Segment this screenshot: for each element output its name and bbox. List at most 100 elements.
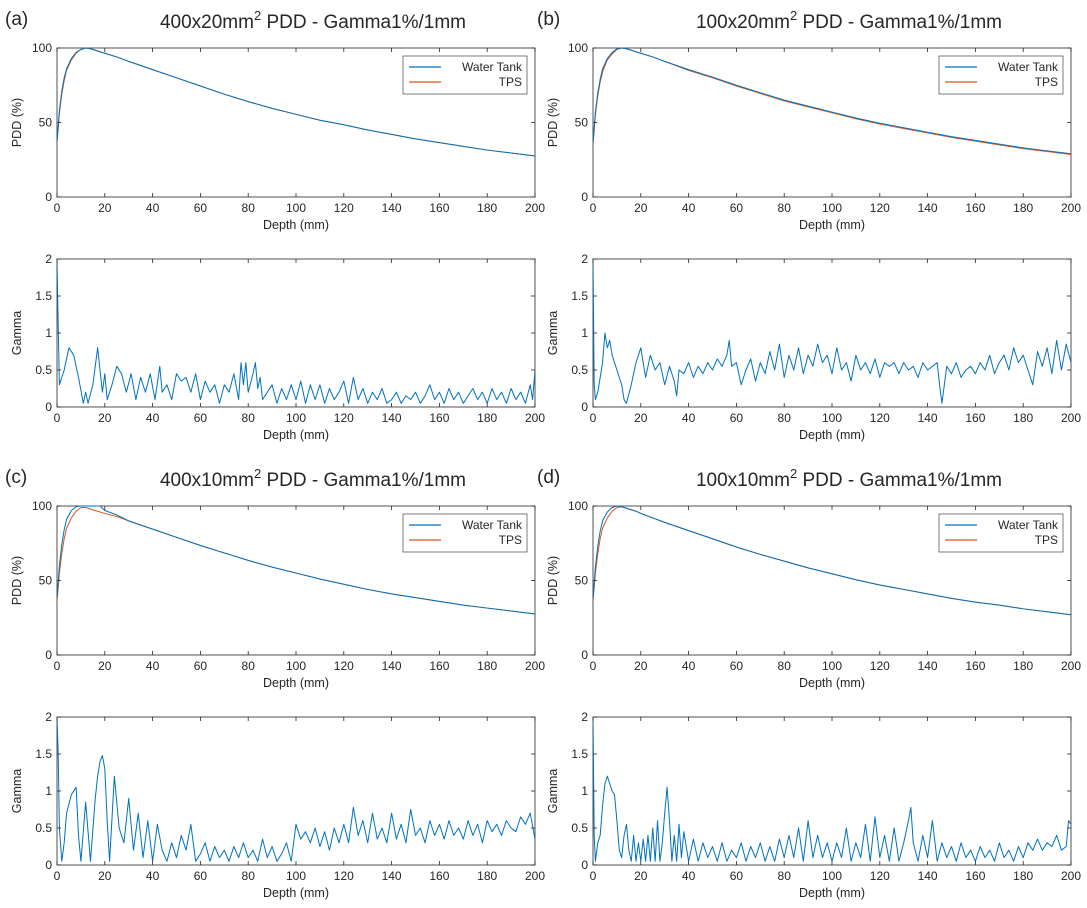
x-tick-label: 160 (965, 201, 985, 215)
y-axis-label: Gamma (10, 769, 24, 814)
x-tick-label: 80 (778, 201, 792, 215)
x-tick-label: 140 (918, 411, 938, 425)
y-tick-label: 50 (575, 116, 589, 130)
x-tick-label: 100 (822, 869, 842, 883)
x-tick-label: 140 (382, 201, 402, 215)
x-tick-label: 60 (194, 201, 208, 215)
x-tick-label: 20 (634, 659, 648, 673)
x-tick-label: 40 (682, 411, 696, 425)
title-superscript: 2 (254, 466, 261, 481)
plot-area (592, 716, 1072, 866)
water-tank-line (57, 48, 535, 157)
legend-entry: TPS (1035, 75, 1058, 89)
y-tick-label: 1 (581, 784, 588, 798)
y-tick-label: 1 (45, 784, 52, 798)
y-tick-label: 100 (568, 499, 588, 513)
x-tick-label: 20 (634, 869, 648, 883)
x-tick-label: 180 (1013, 411, 1033, 425)
y-tick-label: 0 (45, 400, 52, 414)
title-rest: PDD - Gamma1%/1mm (261, 12, 466, 33)
x-tick-label: 200 (1061, 411, 1081, 425)
y-axis-label: Gamma (10, 311, 24, 356)
x-tick-label: 120 (870, 201, 890, 215)
y-tick-label: 1 (45, 326, 52, 340)
x-tick-label: 140 (382, 869, 402, 883)
water-tank-line (593, 717, 1071, 862)
y-tick-label: 0 (45, 190, 52, 204)
y-tick-label: 2 (581, 252, 588, 266)
tps-line (593, 48, 1071, 156)
series-group (57, 48, 535, 157)
plot-area (56, 716, 536, 866)
x-tick-label: 60 (730, 659, 744, 673)
x-axis-label: Depth (mm) (263, 886, 329, 900)
title-rest: PDD - Gamma1%/1mm (261, 470, 466, 491)
legend-entry: TPS (1035, 533, 1058, 547)
x-tick-label: 60 (194, 659, 208, 673)
water-tank-line (57, 259, 535, 404)
water-tank-line (593, 506, 1071, 616)
y-tick-label: 0.5 (571, 821, 588, 835)
x-tick-label: 20 (634, 201, 648, 215)
x-tick-label: 0 (590, 201, 597, 215)
x-tick-label: 80 (778, 411, 792, 425)
x-tick-label: 20 (98, 411, 112, 425)
x-tick-label: 80 (778, 869, 792, 883)
x-tick-label: 100 (822, 201, 842, 215)
y-tick-label: 0 (45, 858, 52, 872)
gamma-axes-0: 0 20 40 60 80 100 120 140 160 180 200 0 0.5 1 1.5 2 Dept… (10, 252, 545, 442)
title-superscript: 2 (790, 8, 797, 23)
water-tank-line (57, 506, 535, 615)
x-tick-label: 40 (146, 201, 160, 215)
series-group (57, 506, 535, 615)
x-tick-label: 200 (1061, 869, 1081, 883)
x-tick-label: 180 (477, 869, 497, 883)
panel-title: 400x10mm2 PDD - Gamma1%/1mm (160, 466, 466, 491)
y-axis-label: PDD (%) (10, 98, 24, 147)
x-tick-label: 40 (146, 869, 160, 883)
x-tick-label: 120 (870, 659, 890, 673)
title-main: 400x10mm (160, 470, 254, 491)
legend-entry: Water Tank (998, 518, 1059, 532)
series-group (593, 48, 1071, 156)
x-tick-label: 200 (525, 201, 545, 215)
x-tick-label: 120 (870, 869, 890, 883)
y-axis-label: PDD (%) (546, 98, 560, 147)
legend-box (938, 55, 1064, 95)
gamma-axes-2: 0 20 40 60 80 100 120 140 160 180 200 0 0.5 1 1.5 2 Dept… (10, 710, 545, 900)
legend-entry: Water Tank (462, 518, 523, 532)
y-tick-label: 0 (581, 648, 588, 662)
x-axis-label: Depth (mm) (799, 428, 865, 442)
legend-box (938, 513, 1064, 553)
x-tick-label: 160 (429, 201, 449, 215)
y-tick-label: 0.5 (571, 363, 588, 377)
x-tick-label: 100 (286, 201, 306, 215)
legend-entry: TPS (499, 533, 522, 547)
panel-letter: (b) (537, 9, 560, 30)
x-tick-label: 200 (525, 411, 545, 425)
x-tick-label: 140 (918, 659, 938, 673)
x-tick-label: 180 (1013, 659, 1033, 673)
y-tick-label: 50 (39, 574, 53, 588)
y-tick-label: 100 (568, 41, 588, 55)
x-tick-label: 140 (918, 869, 938, 883)
x-tick-label: 200 (1061, 201, 1081, 215)
series-group (57, 717, 535, 862)
x-tick-label: 180 (1013, 869, 1033, 883)
panel-letter: (d) (537, 467, 560, 488)
x-tick-label: 20 (98, 201, 112, 215)
x-axis-label: Depth (mm) (263, 428, 329, 442)
x-tick-label: 0 (54, 411, 61, 425)
pdd-axes-3: 0 20 40 60 80 100 120 140 160 180 200 0 50 100 Depth (… (546, 499, 1081, 690)
x-tick-label: 100 (822, 411, 842, 425)
x-tick-label: 40 (682, 659, 696, 673)
y-tick-label: 1.5 (571, 289, 588, 303)
y-tick-label: 2 (45, 252, 52, 266)
pdd-axes-0: 0 20 40 60 80 100 120 140 160 180 200 0 50 100 Depth (… (10, 41, 545, 232)
x-tick-label: 80 (778, 659, 792, 673)
x-tick-label: 160 (965, 869, 985, 883)
